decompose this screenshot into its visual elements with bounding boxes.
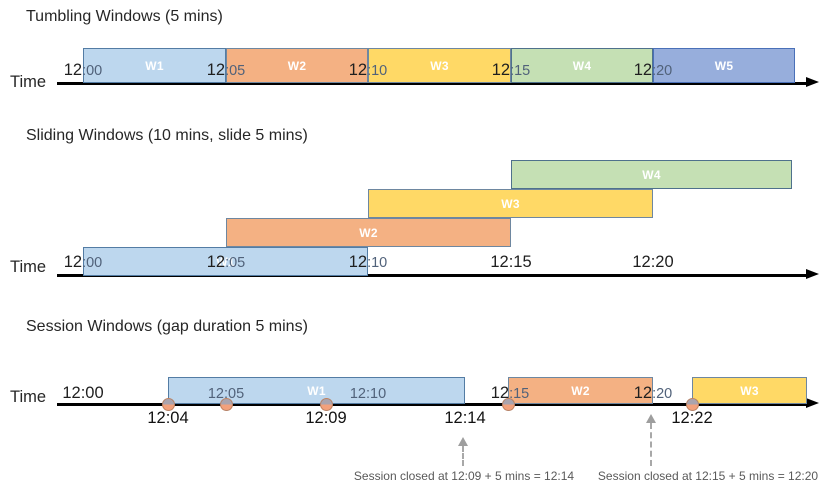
tick-minutes: :10 — [365, 386, 387, 402]
callout-arrow-icon — [458, 437, 468, 446]
tick-minutes: :15 — [508, 253, 532, 271]
tick-label-sliding: 12:00 — [64, 253, 103, 273]
tick-minutes: :10 — [367, 63, 388, 79]
tick-minutes: :15 — [510, 63, 531, 79]
tick-label-session: 12:00 — [62, 384, 103, 404]
tick-minutes: :15 — [509, 386, 530, 402]
event-time-label: 12:09 — [305, 409, 347, 427]
tick-label-tumbling: 12:05 — [207, 61, 246, 81]
window-label-w3: W3 — [501, 196, 520, 211]
tick-label-session: 12:20 — [634, 384, 673, 404]
tick-label-sliding: 12:05 — [207, 253, 246, 273]
tick-minutes: :00 — [80, 384, 104, 402]
callout-text: Session closed at 12:09 + 5 mins = 12:14 — [353, 469, 575, 483]
timeline-arrow-icon — [806, 269, 819, 279]
tick-label-session: 12:15 — [491, 384, 530, 404]
callout-arrow-stem — [462, 446, 464, 466]
timeline-arrow-icon — [806, 77, 819, 87]
timeline-sliding — [57, 274, 808, 277]
event-time-label: 12:22 — [671, 409, 713, 427]
event-time-label: 12:14 — [444, 409, 486, 427]
tick-label-tumbling: 12:20 — [634, 61, 673, 81]
tick-label-tumbling: 12:00 — [64, 61, 103, 81]
tick-hour: 12 — [207, 386, 224, 402]
window-session-w1: W1 — [168, 377, 465, 404]
window-label-w5: W5 — [714, 58, 734, 73]
event-dot — [161, 397, 175, 411]
callout-text: Session closed at 12:15 + 5 mins = 12:20 — [597, 469, 819, 483]
window-label-w2: W2 — [287, 58, 307, 73]
callout-arrow-stem — [650, 423, 652, 466]
window-label-w2: W2 — [359, 225, 378, 240]
window-label-w2: W2 — [571, 383, 590, 398]
window-tumbling-w5: W5 — [653, 48, 795, 83]
tick-minutes: :10 — [367, 255, 388, 271]
window-sliding-w4: W4 — [511, 160, 792, 189]
tick-hour: 12 — [349, 386, 366, 402]
callout-arrow-icon — [646, 414, 656, 423]
event-time-label: 12:04 — [147, 409, 189, 427]
timeline-session — [57, 403, 808, 406]
time-axis-label-session: Time — [10, 388, 47, 406]
window-sliding-w1: W1 — [83, 247, 368, 276]
window-session-w2: W2 — [508, 377, 653, 404]
window-label-w3: W3 — [740, 383, 759, 398]
tick-hour: 12 — [348, 253, 368, 271]
tick-label-session: 12:05 — [208, 384, 244, 403]
time-axis-label-sliding: Time — [10, 258, 47, 276]
tick-label-session: 12:10 — [350, 384, 386, 403]
tick-hour: 12 — [633, 384, 653, 402]
window-sliding-w2: W2 — [226, 218, 511, 247]
tick-minutes: :05 — [225, 63, 246, 79]
tick-minutes: :00 — [82, 63, 103, 79]
tick-label-sliding: 12:20 — [632, 253, 673, 273]
event-dot — [685, 397, 699, 411]
timeline-tumbling — [57, 82, 808, 85]
tick-minutes: :05 — [223, 386, 245, 402]
event-dot — [501, 397, 515, 411]
window-tumbling-w2: W2 — [226, 48, 368, 83]
tick-label-tumbling: 12:10 — [349, 61, 388, 81]
tick-hour: 12 — [491, 61, 511, 79]
time-axis-label-tumbling: Time — [10, 73, 47, 91]
event-dot — [319, 397, 333, 411]
tick-hour: 12 — [490, 384, 510, 402]
section-title-session: Session Windows (gap duration 5 mins) — [26, 318, 308, 335]
event-dot — [219, 397, 233, 411]
section-title-tumbling: Tumbling Windows (5 mins) — [26, 8, 223, 25]
window-label-w1: W1 — [145, 58, 164, 73]
tick-hour: 12 — [633, 61, 653, 79]
tick-minutes: :05 — [225, 255, 246, 271]
window-label-w3: W3 — [430, 58, 449, 73]
tick-minutes: :20 — [652, 63, 673, 79]
window-tumbling-w1: W1 — [83, 48, 226, 83]
tick-minutes: :20 — [652, 386, 673, 402]
tick-hour: 12 — [348, 61, 368, 79]
window-tumbling-w3: W3 — [368, 48, 511, 83]
window-label-w1: W1 — [307, 383, 326, 398]
tick-hour: 12 — [63, 253, 83, 271]
window-tumbling-w4: W4 — [511, 48, 653, 83]
window-label-w4: W4 — [572, 58, 592, 73]
tick-minutes: :20 — [650, 253, 674, 271]
tick-hour: 12 — [63, 61, 83, 79]
tick-hour: 12 — [62, 384, 81, 402]
tick-minutes: :00 — [82, 255, 103, 271]
tick-label-sliding: 12:10 — [349, 253, 388, 273]
tick-label-sliding: 12:15 — [490, 253, 531, 273]
window-session-w3: W3 — [692, 377, 807, 404]
window-label-w1: W1 — [216, 254, 235, 269]
section-title-sliding: Sliding Windows (10 mins, slide 5 mins) — [26, 127, 308, 144]
timeline-arrow-icon — [806, 398, 819, 408]
window-label-w4: W4 — [642, 167, 661, 182]
window-sliding-w3: W3 — [368, 189, 653, 218]
tick-hour: 12 — [206, 61, 226, 79]
tick-label-tumbling: 12:15 — [492, 61, 531, 81]
tick-hour: 12 — [490, 253, 509, 271]
tick-hour: 12 — [206, 253, 226, 271]
tick-hour: 12 — [632, 253, 651, 271]
